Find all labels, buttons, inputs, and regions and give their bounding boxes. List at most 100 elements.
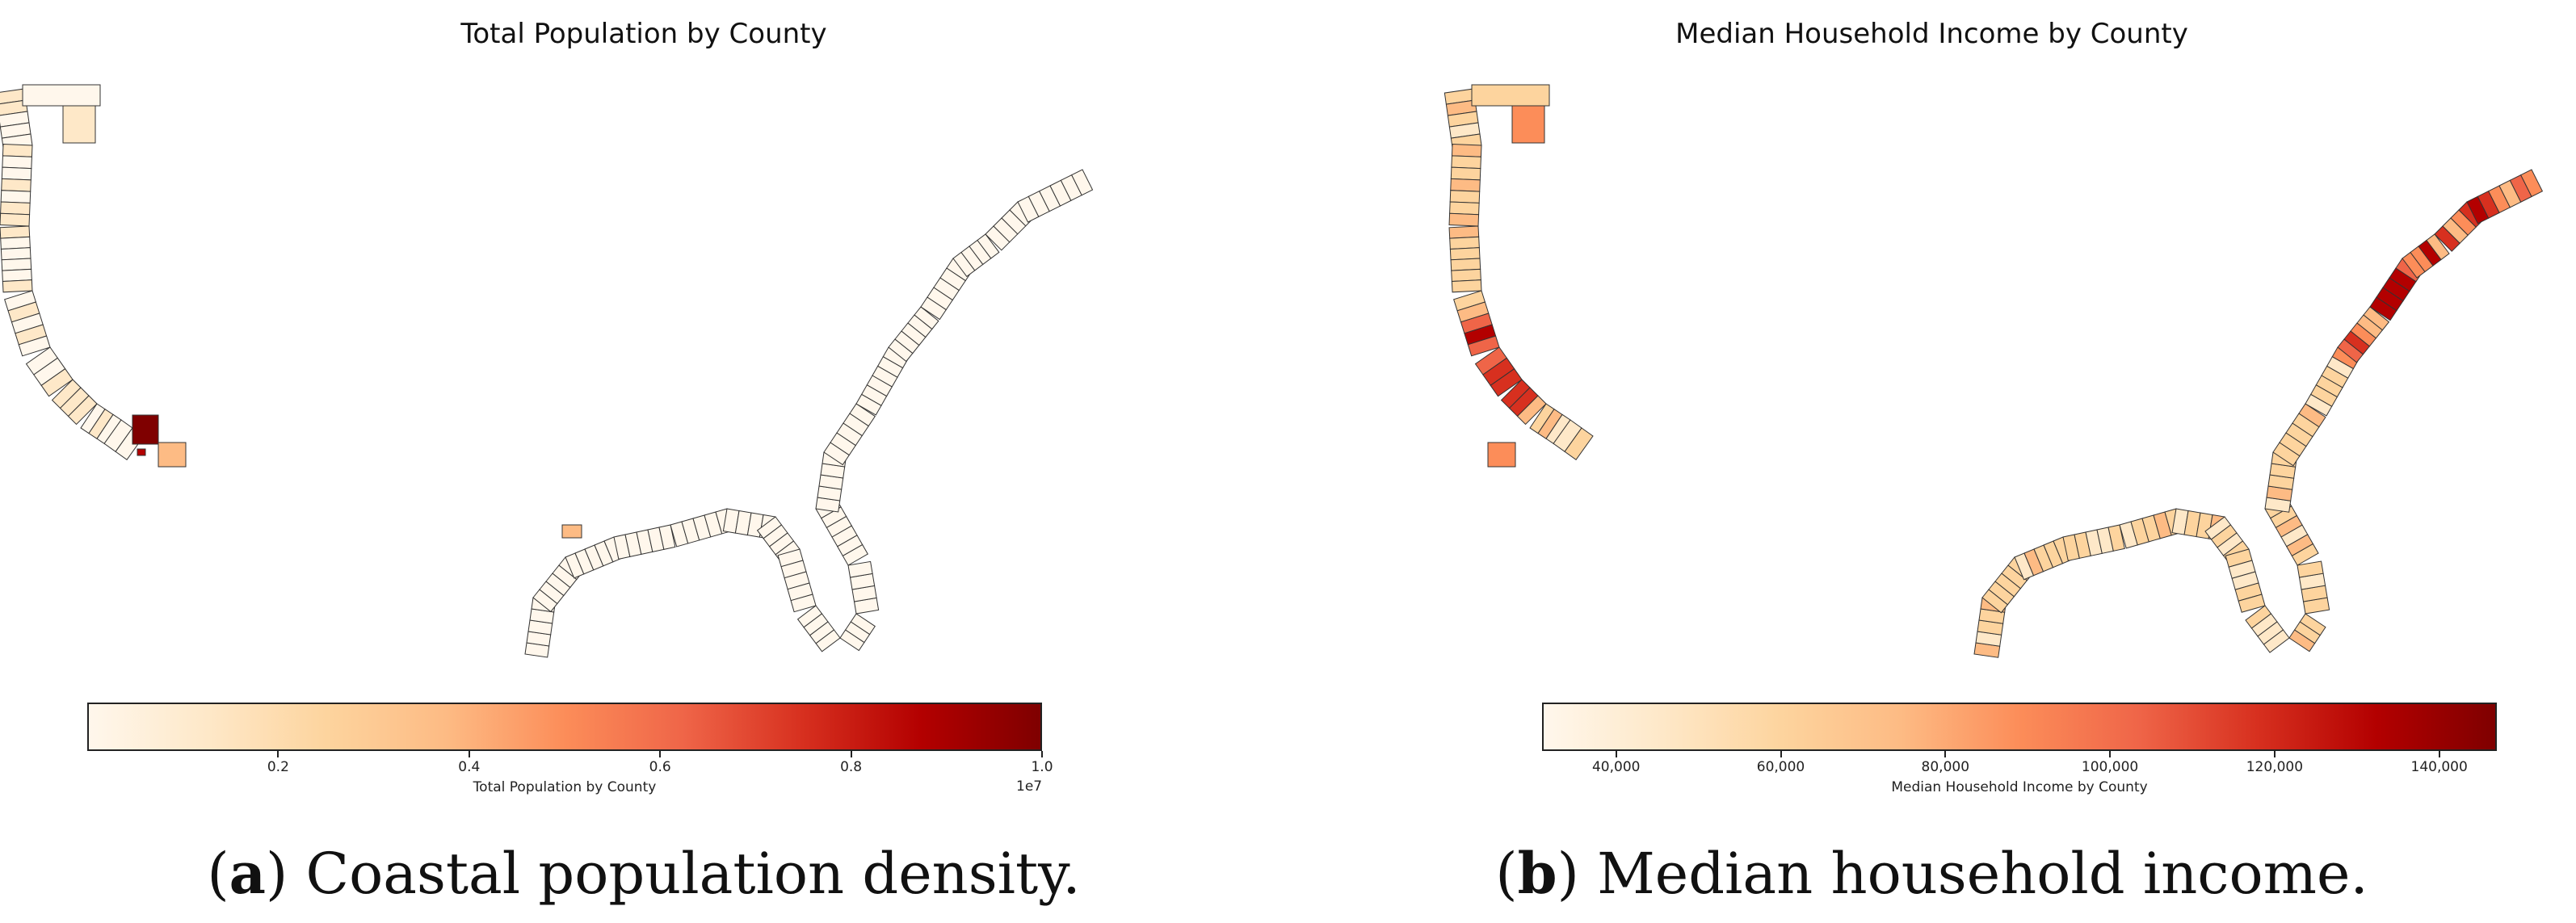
county: [1487, 442, 1516, 468]
colorbar-tick-label: 80,000: [1921, 759, 1970, 775]
county-san-diego: [158, 442, 187, 468]
county: [2426, 233, 2450, 261]
county: [2519, 169, 2544, 198]
county: [0, 212, 31, 227]
county: [815, 629, 841, 652]
county: [0, 247, 32, 261]
county: [22, 84, 101, 107]
colorbar-tick-label: 1.0: [1031, 759, 1053, 775]
county: [1451, 155, 1481, 170]
colorbar-tick-label: 100,000: [2081, 759, 2139, 775]
colorbar-tick-label: 140,000: [2410, 759, 2468, 775]
colorbar-tick: [1780, 751, 1782, 757]
county: [1448, 225, 1480, 239]
caption-letter: a: [229, 840, 266, 907]
panel-income: Median Household Income by County 40,000…: [1288, 0, 2576, 923]
panel-population: Total Population by County 0.2 0.4 0.6 0.8 1…: [0, 18, 1094, 907]
county: [0, 225, 31, 239]
county-los-angeles: [132, 414, 159, 445]
colorbar-tick-label: 0.2: [267, 759, 289, 775]
colorbar: [1542, 703, 2497, 751]
county: [658, 524, 676, 550]
colorbar-tick-label: 60,000: [1756, 759, 1805, 775]
colorbar-tick: [2109, 751, 2112, 757]
caption-letter: b: [1517, 840, 1557, 907]
colorbar-tick: [1041, 751, 1043, 757]
county: [1449, 236, 1480, 250]
county: [1451, 268, 1481, 282]
population-map: [0, 84, 1094, 658]
colorbar-tick: [2273, 751, 2276, 757]
county: [1448, 212, 1480, 227]
map-title: Total Population by County: [460, 18, 827, 50]
colorbar-tick-label: 120,000: [2246, 759, 2304, 775]
colorbar-tick: [277, 751, 279, 757]
county: [1511, 105, 1545, 144]
county: [2263, 629, 2290, 653]
county: [790, 594, 817, 613]
county: [1450, 178, 1481, 192]
county: [2299, 613, 2326, 636]
county: [1467, 335, 1500, 357]
county: [1, 178, 32, 192]
county: [0, 201, 31, 216]
county: [914, 306, 939, 330]
county: [850, 613, 876, 636]
map-title: Median Household Income by County: [1675, 18, 2188, 50]
county: [1070, 169, 1094, 196]
county: [2, 155, 32, 170]
colorbar-label: Median Household Income by County: [1891, 779, 2148, 795]
county: [1449, 201, 1480, 216]
county: [1471, 84, 1550, 107]
county: [2297, 560, 2324, 578]
caption: (a) Coastal population density.: [207, 840, 1081, 907]
caption: (b) Median household income.: [1495, 840, 2368, 907]
county: [977, 233, 1000, 259]
county: [1450, 166, 1481, 181]
colorbar-tick-label: 0.6: [649, 759, 671, 775]
colorbar-tick: [1944, 751, 1947, 757]
county: [1449, 247, 1481, 261]
county: [18, 335, 51, 357]
county: [1449, 190, 1481, 203]
colorbar: [87, 703, 1042, 751]
county: [847, 560, 873, 578]
county: [1516, 395, 1547, 426]
county: [1, 258, 32, 271]
colorbar-tick: [1615, 751, 1617, 757]
county: [0, 236, 31, 250]
county: [1451, 279, 1482, 293]
colorbar-tick: [2438, 751, 2440, 757]
county: [2107, 524, 2125, 552]
county: [2, 144, 33, 157]
county: [2, 279, 33, 293]
county: [67, 395, 98, 426]
county: [2363, 306, 2390, 331]
income-map: [1443, 84, 2544, 658]
colorbar-tick: [468, 751, 470, 757]
county: [2298, 403, 2326, 428]
county: [1451, 144, 1482, 157]
county: [561, 524, 582, 539]
county: [40, 367, 74, 397]
county: [1, 166, 32, 181]
county: [2238, 594, 2266, 613]
county: [1564, 427, 1594, 460]
caption-text: ) Median household income.: [1557, 841, 2368, 907]
county: [1450, 258, 1481, 271]
county: [0, 99, 28, 116]
county: [1490, 367, 1523, 397]
caption-text: ) Coastal population density.: [266, 841, 1081, 907]
colorbar-tick: [850, 751, 852, 757]
county: [0, 190, 32, 203]
county: [62, 105, 96, 144]
colorbar-tick-label: 0.8: [840, 759, 863, 775]
colorbar-tick-label: 0.4: [458, 759, 481, 775]
colorbar-label: Total Population by County: [473, 779, 657, 795]
colorbar-tick-label: 40,000: [1591, 759, 1641, 775]
county: [849, 403, 876, 427]
county: [2, 268, 32, 282]
colorbar-exponent: 1e7: [1016, 778, 1043, 795]
county: [137, 448, 146, 456]
colorbar-tick: [659, 751, 662, 757]
